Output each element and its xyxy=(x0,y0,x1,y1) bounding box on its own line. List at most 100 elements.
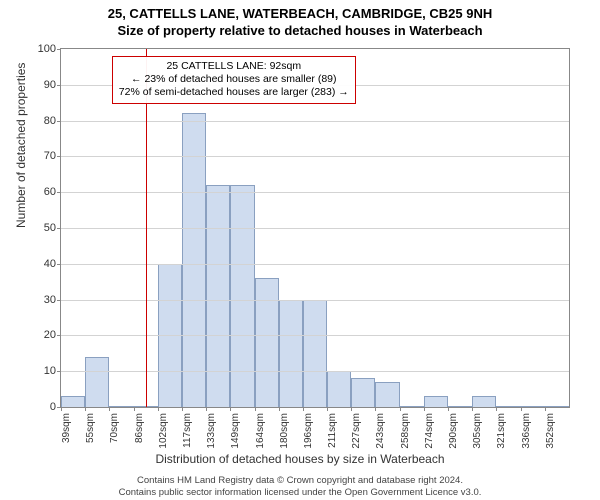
y-axis-label: Number of detached properties xyxy=(14,63,28,228)
histogram-bar xyxy=(85,357,109,407)
histogram-bar xyxy=(496,406,520,407)
x-tick-label: 133sqm xyxy=(206,413,217,449)
footer-line-2: Contains public sector information licen… xyxy=(0,487,600,498)
y-tick-mark xyxy=(57,49,61,50)
x-tick-label: 274sqm xyxy=(424,413,435,449)
gridline xyxy=(61,192,569,193)
x-tick-label: 86sqm xyxy=(134,413,145,443)
histogram-bar xyxy=(327,371,351,407)
x-tick-mark xyxy=(545,407,546,411)
x-tick-mark xyxy=(472,407,473,411)
histogram-bar xyxy=(472,396,496,407)
histogram-bar xyxy=(303,300,327,407)
y-tick-mark xyxy=(57,264,61,265)
y-tick-label: 80 xyxy=(44,115,56,127)
x-tick-mark xyxy=(327,407,328,411)
y-tick-label: 50 xyxy=(44,222,56,234)
x-tick-mark xyxy=(448,407,449,411)
annotation-line: 25 CATTELLS LANE: 92sqm xyxy=(119,60,349,73)
y-tick-label: 20 xyxy=(44,329,56,341)
footer-line-1: Contains HM Land Registry data © Crown c… xyxy=(0,475,600,486)
attribution-footer: Contains HM Land Registry data © Crown c… xyxy=(0,475,600,498)
y-tick-label: 90 xyxy=(44,79,56,91)
annotation-box: 25 CATTELLS LANE: 92sqm← 23% of detached… xyxy=(112,56,356,103)
x-tick-mark xyxy=(496,407,497,411)
title-line-2: Size of property relative to detached ho… xyxy=(0,23,600,40)
x-tick-label: 243sqm xyxy=(375,413,386,449)
histogram-bar xyxy=(109,406,133,407)
x-tick-label: 149sqm xyxy=(230,413,241,449)
gridline xyxy=(61,228,569,229)
histogram-bar xyxy=(279,300,303,407)
x-tick-label: 211sqm xyxy=(327,413,338,448)
histogram-bar xyxy=(545,406,569,407)
y-tick-mark xyxy=(57,85,61,86)
x-tick-label: 258sqm xyxy=(400,413,411,449)
x-tick-label: 164sqm xyxy=(255,413,266,449)
x-tick-mark xyxy=(182,407,183,411)
annotation-line: 72% of semi-detached houses are larger (… xyxy=(119,86,349,99)
x-tick-label: 305sqm xyxy=(472,413,483,449)
y-tick-mark xyxy=(57,192,61,193)
y-tick-mark xyxy=(57,300,61,301)
title-line-1: 25, CATTELLS LANE, WATERBEACH, CAMBRIDGE… xyxy=(0,6,600,23)
x-tick-mark xyxy=(375,407,376,411)
x-tick-label: 321sqm xyxy=(496,413,507,449)
gridline xyxy=(61,300,569,301)
y-tick-label: 40 xyxy=(44,258,56,270)
x-tick-label: 102sqm xyxy=(158,413,169,449)
histogram-bar xyxy=(521,406,545,407)
x-tick-mark xyxy=(134,407,135,411)
x-tick-mark xyxy=(230,407,231,411)
x-tick-label: 55sqm xyxy=(85,413,96,443)
x-tick-label: 352sqm xyxy=(545,413,556,449)
gridline xyxy=(61,121,569,122)
annotation-line: ← 23% of detached houses are smaller (89… xyxy=(119,73,349,86)
x-tick-mark xyxy=(255,407,256,411)
y-tick-label: 60 xyxy=(44,186,56,198)
histogram-bar xyxy=(375,382,399,407)
histogram-bar xyxy=(182,113,206,407)
y-tick-label: 10 xyxy=(44,365,56,377)
y-tick-label: 100 xyxy=(38,43,56,55)
gridline xyxy=(61,264,569,265)
chart-title-block: 25, CATTELLS LANE, WATERBEACH, CAMBRIDGE… xyxy=(0,0,600,40)
gridline xyxy=(61,371,569,372)
chart-plot-area: 010203040506070809010039sqm55sqm70sqm86s… xyxy=(60,48,570,408)
y-tick-mark xyxy=(57,156,61,157)
histogram-bar xyxy=(448,406,472,407)
x-tick-mark xyxy=(351,407,352,411)
x-tick-label: 39sqm xyxy=(61,413,72,443)
x-tick-mark xyxy=(279,407,280,411)
x-tick-mark xyxy=(206,407,207,411)
y-tick-mark xyxy=(57,228,61,229)
x-tick-mark xyxy=(400,407,401,411)
x-tick-label: 196sqm xyxy=(303,413,314,449)
gridline xyxy=(61,335,569,336)
x-tick-mark xyxy=(85,407,86,411)
x-tick-label: 227sqm xyxy=(351,413,362,449)
histogram-bar xyxy=(206,185,230,407)
gridline xyxy=(61,156,569,157)
histogram-bar xyxy=(230,185,254,407)
y-tick-label: 70 xyxy=(44,150,56,162)
x-tick-mark xyxy=(521,407,522,411)
x-tick-mark xyxy=(303,407,304,411)
x-tick-label: 180sqm xyxy=(279,413,290,449)
histogram-bar xyxy=(255,278,279,407)
x-tick-mark xyxy=(424,407,425,411)
x-tick-mark xyxy=(61,407,62,411)
histogram-bar xyxy=(400,406,424,407)
x-tick-label: 117sqm xyxy=(182,413,193,448)
histogram-bar xyxy=(61,396,85,407)
y-tick-mark xyxy=(57,371,61,372)
y-tick-mark xyxy=(57,121,61,122)
x-tick-mark xyxy=(158,407,159,411)
histogram-bar xyxy=(351,378,375,407)
y-tick-label: 30 xyxy=(44,294,56,306)
y-tick-mark xyxy=(57,335,61,336)
x-tick-mark xyxy=(109,407,110,411)
histogram-bar xyxy=(424,396,448,407)
y-tick-label: 0 xyxy=(50,401,56,413)
x-tick-label: 70sqm xyxy=(109,413,120,443)
